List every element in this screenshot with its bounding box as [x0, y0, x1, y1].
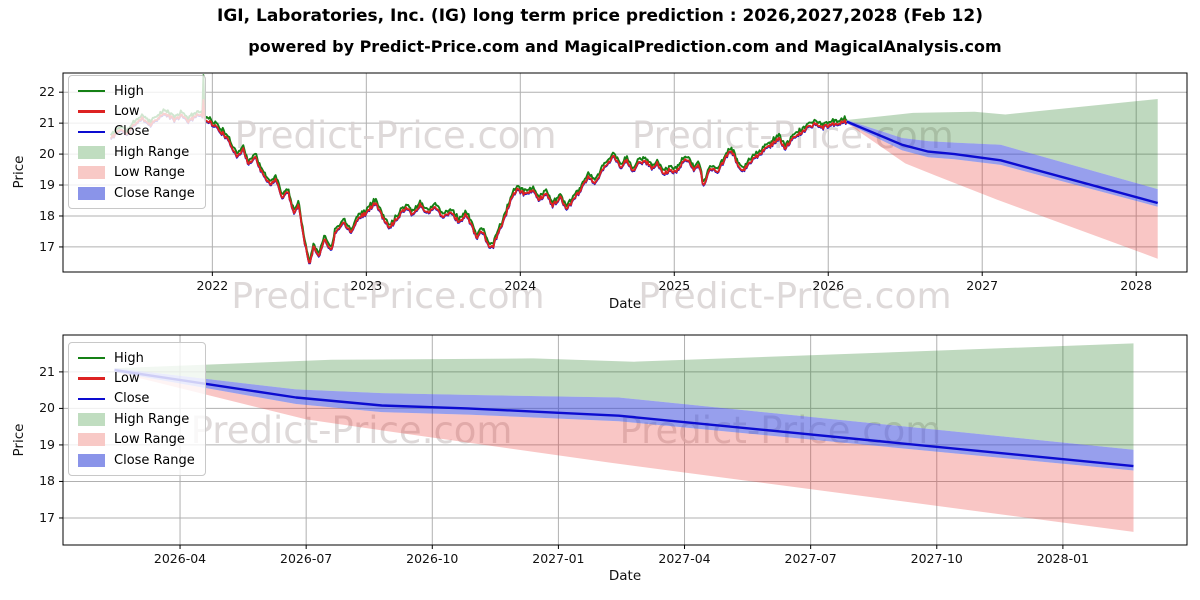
legend-label: Close Range — [114, 452, 195, 468]
x-tick-label-2027-10: 2027-10 — [910, 551, 963, 566]
legend-swatch-high — [78, 89, 105, 93]
x-tick-label-2023: 2023 — [350, 278, 383, 293]
legend-swatch-close — [78, 130, 105, 134]
legend-item-low-range: Low Range — [78, 430, 195, 450]
legend-label: Low Range — [114, 165, 185, 181]
y-tick-label-20: 20 — [39, 146, 55, 162]
legend-item-close: Close — [78, 122, 195, 142]
y-tick-label-17: 17 — [39, 509, 55, 525]
page-title: IGI, Laboratories, Inc. (IG) long term p… — [217, 6, 983, 26]
legend-item-low: Low — [78, 101, 195, 121]
y-tick-label-17: 17 — [39, 238, 55, 254]
legend-swatch-low-range — [78, 166, 105, 180]
legend-label: High Range — [114, 411, 190, 427]
legend-swatch-close-range — [78, 186, 105, 200]
x-tick-label-2027: 2027 — [966, 278, 999, 293]
x-tick-label-2027-04: 2027-04 — [658, 551, 711, 566]
legend-chart-1: High Low Close High Range Low Range Close Ran… — [68, 342, 206, 477]
history-high-line — [109, 74, 848, 262]
legend-swatch-close — [78, 397, 105, 401]
legend-label: High Range — [114, 144, 190, 160]
low-range-area — [114, 371, 1134, 532]
close-range-area — [846, 120, 1158, 207]
legend-label: Close — [114, 124, 150, 140]
history-low-line — [109, 98, 848, 264]
x-axis-label-bottom: Date — [608, 568, 642, 584]
x-tick-label-2025: 2025 — [658, 278, 691, 293]
high-range-area — [846, 99, 1158, 190]
x-axis-label-top: Date — [608, 296, 642, 312]
legend-swatch-close-range — [78, 453, 105, 467]
prediction-close-line — [846, 120, 1159, 205]
plot-border — [62, 334, 1188, 546]
legend-item-close-range: Close Range — [78, 183, 195, 203]
high-range-area — [114, 343, 1134, 450]
close-range-area — [114, 368, 1134, 471]
y-tick-label-18: 18 — [39, 473, 55, 489]
legend-label: Close — [114, 391, 150, 407]
y-tick-label-19: 19 — [39, 177, 55, 193]
x-tick-label-2028: 2028 — [1120, 278, 1153, 293]
legend-swatch-high-range — [78, 412, 105, 426]
legend-item-high-range: High Range — [78, 409, 195, 429]
legend-item-low: Low — [78, 368, 195, 388]
legend-swatch-low — [78, 377, 105, 380]
history-and-prediction-chart-plot-area: Predict-Price.com Predict-Price.com — [59, 72, 1188, 276]
page-subtitle: powered by Predict-Price.com and Magical… — [248, 37, 1002, 56]
prediction-close-line — [114, 368, 1134, 468]
x-tick-label-2026-04: 2026-04 — [153, 551, 207, 566]
legend-item-high: High — [78, 81, 195, 101]
watermark-text: Predict-Price.com — [638, 276, 952, 317]
y-tick-label-19: 19 — [39, 436, 55, 452]
legend-swatch-high — [78, 356, 105, 360]
y-tick-label-18: 18 — [39, 207, 55, 223]
x-tick-label-2026-07: 2026-07 — [280, 551, 333, 566]
x-tick-label-2022: 2022 — [196, 278, 229, 293]
x-tick-label-2026: 2026 — [812, 278, 845, 293]
watermark-text: Predict-Price.com — [235, 114, 557, 157]
legend-swatch-high-range — [78, 145, 105, 159]
legend-item-low-range: Low Range — [78, 163, 195, 183]
legend-item-high: High — [78, 348, 195, 368]
legend-label: Low — [114, 371, 140, 387]
watermark-text: Predict-Price.com — [231, 276, 545, 317]
legend-label: Close Range — [114, 185, 195, 201]
legend-chart-0: High Low Close High Range Low Range Close Ran… — [68, 75, 206, 210]
low-range-area — [846, 123, 1158, 259]
x-tick-label-2024: 2024 — [504, 278, 537, 293]
x-tick-label-2026-10: 2026-10 — [406, 551, 459, 566]
legend-label: Low Range — [114, 432, 185, 448]
legend-item-close-range: Close Range — [78, 450, 195, 470]
y-tick-label-20: 20 — [39, 400, 55, 416]
watermark-text: Predict-Price.com — [191, 409, 513, 452]
legend-item-close: Close — [78, 389, 195, 409]
y-tick-label-22: 22 — [39, 84, 55, 100]
legend-label: Low — [114, 104, 140, 120]
x-tick-label-2027-01: 2027-01 — [532, 551, 585, 566]
y-tick-label-21: 21 — [39, 363, 55, 379]
legend-swatch-low — [78, 110, 105, 113]
legend-item-high-range: High Range — [78, 142, 195, 162]
plot-border — [62, 72, 1188, 273]
y-tick-label-21: 21 — [39, 115, 55, 131]
legend-label: High — [114, 350, 144, 366]
legend-swatch-low-range — [78, 433, 105, 447]
legend-label: High — [114, 83, 144, 99]
x-tick-label-2028-01: 2028-01 — [1036, 551, 1089, 566]
x-tick-label-2027-07: 2027-07 — [784, 551, 837, 566]
